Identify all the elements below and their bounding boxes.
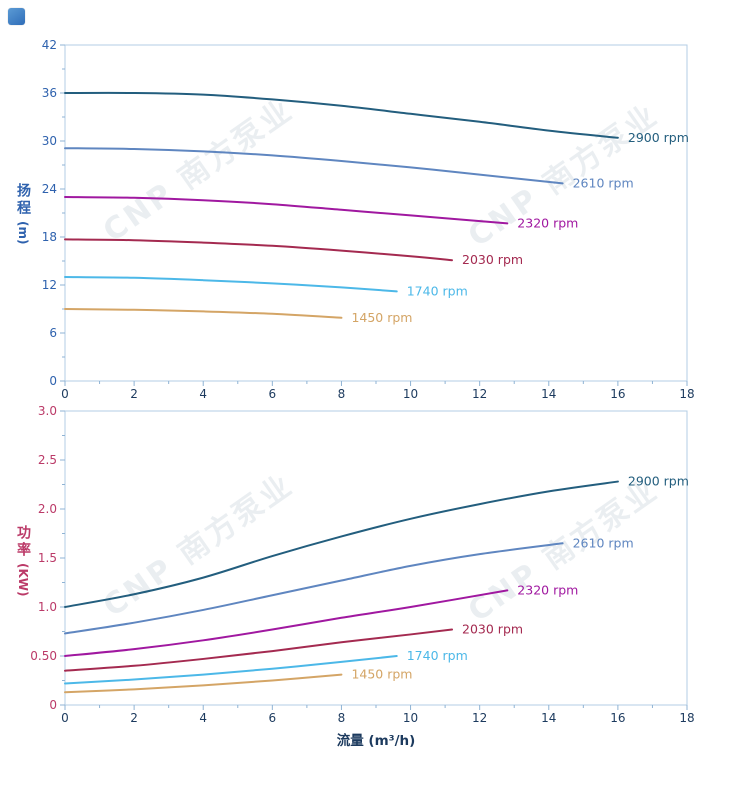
series-line-1450-rpm	[64, 673, 343, 694]
series-label-2900-rpm: 2900 rpm	[628, 474, 689, 489]
y-tick-label: 3.0	[38, 404, 57, 418]
series-label-2030-rpm: 2030 rpm	[462, 252, 523, 267]
power-flow-chart: 0 2 4 6 8 10 12 14 16 18 0 0.50 1.0 1.5 2.0 2.5 3.0 2900 …	[30, 404, 694, 725]
x-axis-title: 流量 (m³/h)	[336, 733, 416, 749]
y-tick-label: 6	[49, 326, 57, 340]
series-line-2610-rpm	[64, 542, 564, 635]
head-axis-unit: (m)	[16, 221, 30, 245]
series-label-2610-rpm: 2610 rpm	[573, 535, 634, 550]
series-line-2030-rpm	[64, 238, 454, 262]
series-label-2610-rpm: 2610 rpm	[573, 175, 634, 190]
y-tick-label: 1.0	[38, 600, 57, 614]
x-tick-label: 14	[541, 387, 556, 400]
y-tick-label: 2.0	[38, 502, 57, 516]
y-tick-label: 2.5	[38, 453, 57, 467]
series-label-1740-rpm: 1740 rpm	[407, 283, 468, 298]
head-axis-title-text: 扬程	[15, 183, 31, 217]
x-tick-label: 10	[403, 387, 418, 400]
app-logo-icon	[8, 8, 25, 25]
x-tick-label: 16	[610, 711, 625, 725]
series-label-2900-rpm: 2900 rpm	[628, 130, 689, 145]
x-tick-label: 0	[61, 387, 69, 400]
y-tick-label: 0.50	[30, 649, 57, 663]
x-tick-label: 6	[269, 387, 277, 400]
series-line-1740-rpm	[64, 655, 398, 685]
x-tick-label: 12	[472, 711, 487, 725]
series-label-1450-rpm: 1450 rpm	[351, 667, 412, 682]
y-tick-label: 12	[42, 278, 57, 292]
x-tick-label: 16	[610, 387, 625, 400]
y-tick-label: 0	[49, 374, 57, 388]
x-tick-label: 18	[679, 711, 694, 725]
series-label-2030-rpm: 2030 rpm	[462, 622, 523, 637]
series-line-2610-rpm	[64, 147, 564, 185]
series-line-2030-rpm	[64, 628, 454, 672]
x-tick-label: 8	[338, 387, 346, 400]
y-tick-label: 24	[42, 182, 57, 196]
series-line-1740-rpm	[64, 276, 398, 293]
series-label-1450-rpm: 1450 rpm	[351, 310, 412, 325]
power-axis-unit: (KW)	[16, 563, 30, 597]
plot-border	[64, 410, 688, 706]
head-axis-title: 扬程 (m)	[8, 183, 38, 244]
series-line-1450-rpm	[64, 308, 343, 319]
x-tick-label: 0	[61, 711, 69, 725]
y-tick-label: 0	[49, 698, 57, 712]
power-axis-title: 功率 (KW)	[8, 525, 38, 597]
series-line-2900-rpm	[64, 91, 619, 139]
y-tick-label: 1.5	[38, 551, 57, 565]
x-tick-label: 18	[679, 387, 694, 400]
x-tick-label: 14	[541, 711, 556, 725]
series-line-2320-rpm	[64, 589, 509, 657]
y-tick-label: 18	[42, 230, 57, 244]
x-tick-label: 4	[199, 711, 207, 725]
x-tick-label: 10	[403, 711, 418, 725]
series-label-2320-rpm: 2320 rpm	[517, 582, 578, 597]
x-tick-label: 8	[338, 711, 346, 725]
x-tick-label: 2	[130, 387, 138, 400]
x-tick-label: 2	[130, 711, 138, 725]
y-tick-label: 36	[42, 86, 57, 100]
y-tick-label: 42	[42, 38, 57, 52]
y-tick-label: 30	[42, 134, 57, 148]
series-line-2320-rpm	[64, 196, 509, 225]
power-axis-title-text: 功率	[15, 525, 31, 559]
series-label-1740-rpm: 1740 rpm	[407, 648, 468, 663]
x-tick-label: 6	[269, 711, 277, 725]
series-label-2320-rpm: 2320 rpm	[517, 215, 578, 230]
x-tick-label: 12	[472, 387, 487, 400]
series-line-2900-rpm	[64, 480, 619, 608]
x-tick-label: 4	[199, 387, 207, 400]
